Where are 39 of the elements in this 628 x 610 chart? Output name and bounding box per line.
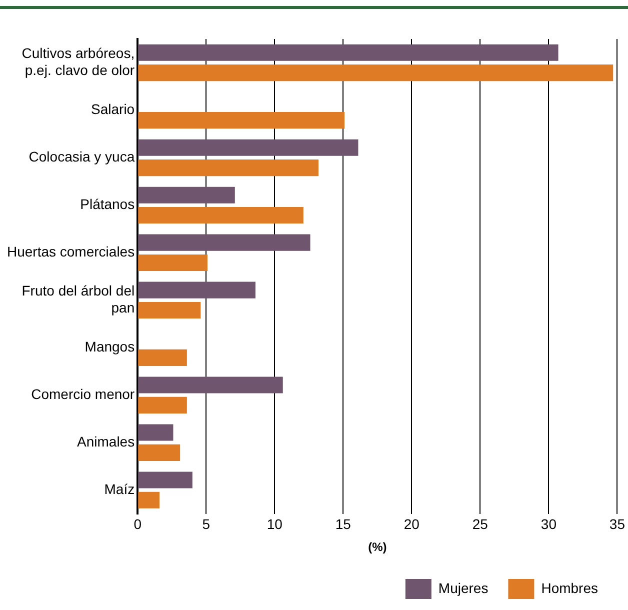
x-axis-title: (%) — [368, 540, 387, 554]
x-tick-label: 0 — [134, 516, 142, 532]
bar — [138, 349, 187, 366]
bar — [138, 376, 283, 394]
bar — [138, 472, 192, 488]
y-tick-label: Mangos — [84, 338, 135, 354]
y-tick-label: Plátanos — [80, 196, 135, 212]
x-tick-label: 5 — [202, 516, 210, 532]
bar — [138, 64, 614, 82]
x-tick-label: 10 — [266, 516, 283, 532]
bar — [138, 186, 235, 204]
x-tick-label: 15 — [335, 516, 352, 532]
y-tick-label: Animales — [77, 433, 135, 450]
bar — [138, 139, 358, 156]
x-tick-label: 20 — [404, 516, 420, 532]
y-tick-label: Comercio menor — [31, 386, 135, 402]
bar — [138, 160, 318, 176]
y-tick-label: Fruto del árbol del pan — [22, 282, 135, 316]
bar — [138, 492, 160, 508]
y-tick-label: Salario — [91, 101, 135, 118]
y-tick-label: Maíz — [104, 480, 135, 497]
bar — [138, 112, 345, 129]
bar — [138, 282, 256, 298]
y-tick-label: Huertas comerciales — [6, 244, 135, 260]
x-tick-label: 35 — [609, 516, 626, 532]
bar — [138, 302, 201, 319]
bar — [138, 424, 174, 441]
bar — [138, 396, 187, 414]
bar — [138, 44, 558, 61]
legend-label: Hombres — [541, 580, 598, 596]
bar — [138, 254, 208, 272]
bar — [138, 234, 310, 251]
x-tick-label: 30 — [540, 516, 557, 532]
y-tick-label: Colocasia y yuca — [28, 148, 135, 165]
bar — [138, 206, 304, 224]
y-tick-label: Cultivos arbóreos, p.ej. clavo de olor — [22, 45, 135, 78]
legend-label: Mujeres — [438, 580, 488, 596]
x-tick-label: 25 — [472, 516, 488, 532]
bar — [138, 444, 180, 461]
